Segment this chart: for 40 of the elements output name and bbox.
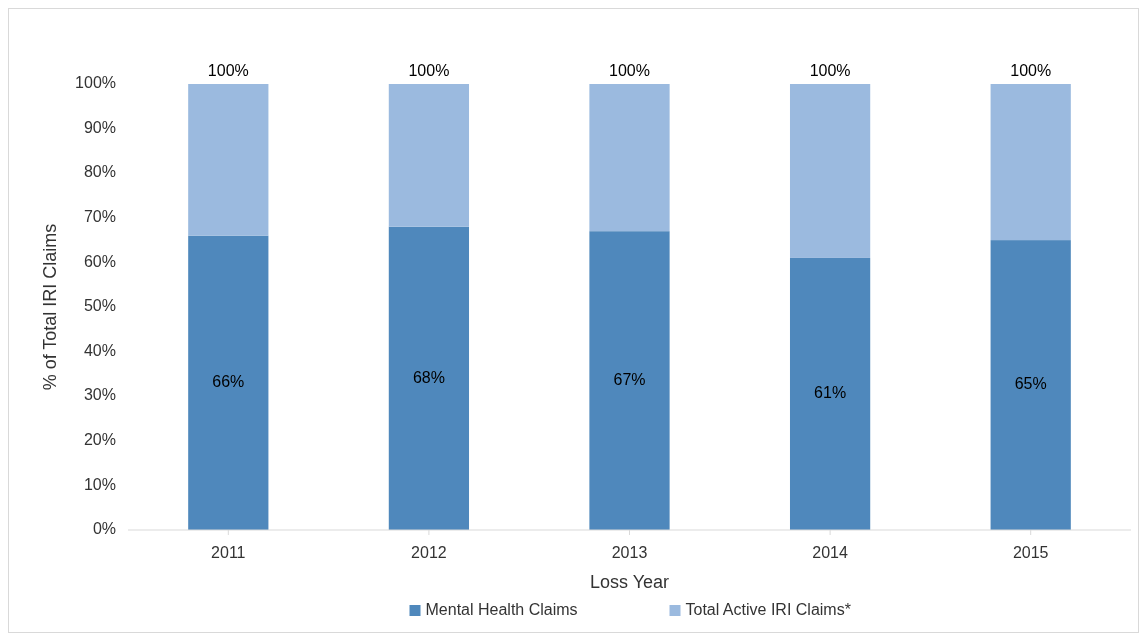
total-label: 100% bbox=[809, 62, 851, 79]
total-label: 100% bbox=[1010, 62, 1052, 79]
bar bbox=[589, 231, 670, 530]
data-label: 61% bbox=[814, 384, 847, 402]
bar bbox=[388, 226, 470, 530]
y-tick-label: 10% bbox=[83, 475, 116, 493]
bar bbox=[990, 84, 1071, 241]
total-label: 100% bbox=[408, 62, 450, 79]
y-tick-label: 0% bbox=[92, 520, 116, 538]
total-label: 100% bbox=[207, 62, 249, 79]
y-tick-label: 20% bbox=[83, 431, 116, 449]
bar bbox=[188, 84, 269, 236]
bar bbox=[789, 257, 871, 530]
data-label: 68% bbox=[412, 368, 445, 386]
legend-label: Total Active IRI Claims* bbox=[685, 601, 851, 619]
y-tick-label: 80% bbox=[83, 163, 116, 181]
legend-label: Mental Health Claims bbox=[425, 601, 578, 619]
data-label: 66% bbox=[212, 373, 245, 391]
data-label: 67% bbox=[613, 370, 646, 388]
y-tick-label: 90% bbox=[83, 118, 116, 136]
bar bbox=[188, 235, 269, 530]
bar bbox=[388, 84, 470, 227]
x-tick-label: 2013 bbox=[611, 544, 648, 561]
total-label: 100% bbox=[609, 62, 650, 79]
x-tick-label: 2012 bbox=[411, 544, 447, 561]
y-tick-label: 40% bbox=[83, 341, 116, 359]
x-tick-label: 2011 bbox=[211, 544, 246, 561]
x-tick-label: 2014 bbox=[812, 544, 848, 561]
y-tick-label: 70% bbox=[83, 208, 116, 226]
x-tick-label: 2015 bbox=[1012, 544, 1049, 561]
y-tick-label: 60% bbox=[83, 252, 116, 270]
bar bbox=[589, 84, 670, 232]
y-axis-title: % of Total IRI Claims bbox=[40, 223, 60, 391]
data-label: 65% bbox=[1014, 375, 1047, 393]
y-tick-label: 30% bbox=[83, 386, 116, 404]
bar bbox=[990, 240, 1071, 530]
x-axis-title: Loss Year bbox=[589, 572, 670, 592]
y-tick-label: 50% bbox=[83, 297, 116, 315]
y-tick-label: 100% bbox=[75, 74, 116, 92]
bar bbox=[789, 84, 871, 258]
